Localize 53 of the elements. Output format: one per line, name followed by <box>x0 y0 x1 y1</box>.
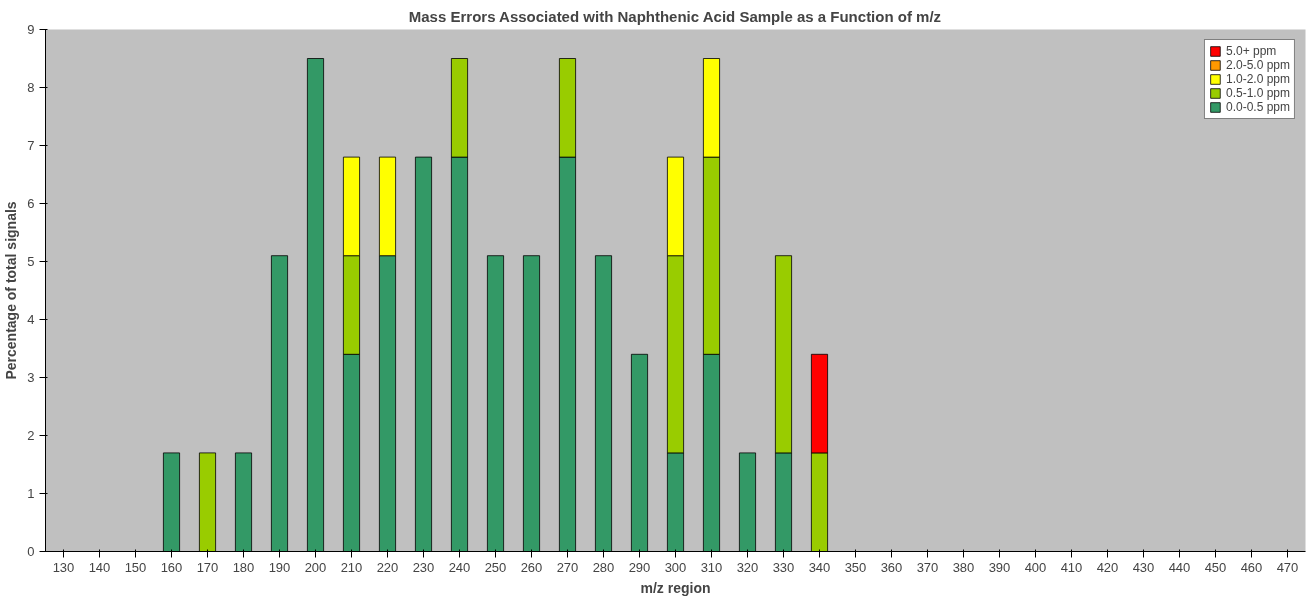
x-tick-label: 310 <box>700 559 723 575</box>
x-tick-label: 250 <box>484 559 507 575</box>
x-axis-title: m/z region <box>640 579 711 596</box>
x-tick-label: 420 <box>1096 559 1119 575</box>
x-tick-label: 140 <box>88 559 111 575</box>
x-tick-label: 300 <box>664 559 687 575</box>
legend-label: 1.0-2.0 ppm <box>1225 72 1290 86</box>
x-tick-label: 290 <box>628 559 651 575</box>
x-tick-label: 220 <box>376 559 399 575</box>
x-tick-label: 240 <box>448 559 471 575</box>
x-tick-label: 200 <box>304 559 327 575</box>
y-tick-label: 3 <box>27 370 35 385</box>
x-tick-label: 170 <box>196 559 219 575</box>
x-tick-label: 330 <box>772 559 795 575</box>
y-tick-label: 7 <box>27 138 35 153</box>
x-tick-label: 280 <box>592 559 615 575</box>
x-tick-label: 260 <box>520 559 543 575</box>
legend-label: 0.5-1.0 ppm <box>1225 86 1290 100</box>
x-tick-label: 360 <box>880 559 903 575</box>
x-tick-label: 450 <box>1204 559 1227 575</box>
x-tick-label: 340 <box>808 559 831 575</box>
x-tick-label: 400 <box>1024 559 1047 575</box>
x-tick-label: 440 <box>1168 559 1191 575</box>
y-tick-label: 6 <box>27 196 35 211</box>
x-tick-label: 350 <box>844 559 867 575</box>
legend-label: 0.0-0.5 ppm <box>1225 100 1290 114</box>
y-tick-label: 9 <box>27 22 35 37</box>
x-tick-label: 180 <box>232 559 255 575</box>
x-tick-label: 390 <box>988 559 1011 575</box>
chart-title: Mass Errors Associated with Naphthenic Acid Sample as a Function of m/z <box>408 7 942 25</box>
x-tick-label: 460 <box>1240 559 1263 575</box>
y-tick-label: 0 <box>27 544 35 559</box>
legend-label: 5.0+ ppm <box>1225 44 1277 58</box>
y-tick-label: 1 <box>27 486 35 501</box>
x-tick-label: 470 <box>1276 559 1299 575</box>
x-tick-label: 430 <box>1132 559 1155 575</box>
x-tick-label: 160 <box>160 559 183 575</box>
y-tick-label: 5 <box>27 254 35 269</box>
x-tick-label: 210 <box>340 559 363 575</box>
x-tick-label: 320 <box>736 559 759 575</box>
x-tick-label: 370 <box>916 559 939 575</box>
x-tick-label: 190 <box>268 559 291 575</box>
x-tick-label: 410 <box>1060 559 1083 575</box>
x-tick-label: 270 <box>556 559 579 575</box>
y-tick-label: 4 <box>27 312 35 327</box>
y-axis-title: Percentage of total signals <box>3 201 20 380</box>
y-tick-label: 8 <box>27 80 35 95</box>
legend-label: 2.0-5.0 ppm <box>1225 58 1290 72</box>
y-tick-label: 2 <box>27 428 35 443</box>
x-tick-label: 150 <box>124 559 147 575</box>
x-tick-label: 130 <box>52 559 75 575</box>
x-tick-label: 380 <box>952 559 975 575</box>
x-tick-label: 230 <box>412 559 435 575</box>
